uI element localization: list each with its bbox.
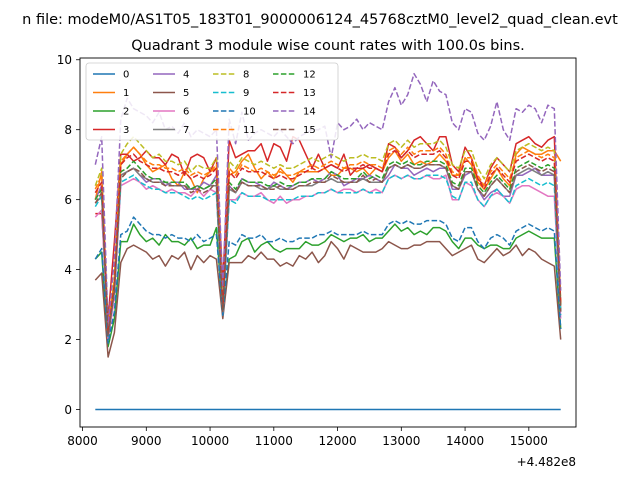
figure-suptitle: n file: modeM0/AS1T05_183T01_9000006124_… (22, 12, 618, 28)
legend-label-13: 13 (303, 88, 316, 99)
legend-label-4: 4 (183, 70, 189, 81)
series-line-13 (94, 149, 562, 334)
y-tick-label: 4 (64, 263, 72, 277)
x-tick-label: 15000 (510, 434, 548, 448)
x-tick-label: 9000 (131, 434, 162, 448)
series-line-8 (94, 135, 562, 330)
x-tick-label: 10000 (191, 434, 229, 448)
legend-label-7: 7 (183, 125, 189, 136)
legend-frame (85, 62, 339, 141)
x-tick-label: 8000 (67, 434, 98, 448)
series-line-11 (94, 146, 562, 330)
legend-label-14: 14 (303, 107, 316, 118)
legend-label-1: 1 (123, 88, 129, 99)
y-tick-label: 0 (64, 403, 72, 417)
legend-label-2: 2 (123, 107, 129, 118)
series-line-9 (94, 174, 562, 337)
y-tick-label: 6 (64, 193, 72, 207)
x-tick-label: 12000 (318, 434, 356, 448)
chart-title: Quadrant 3 module wise count rates with … (131, 38, 525, 54)
series-line-1 (94, 146, 562, 334)
series-line-12 (94, 160, 562, 334)
x-tick-label: 11000 (255, 434, 293, 448)
legend-label-15: 15 (303, 125, 316, 136)
legend-label-10: 10 (243, 107, 256, 118)
series-line-10 (94, 216, 562, 344)
legend-label-9: 9 (243, 88, 249, 99)
y-tick-label: 8 (64, 123, 72, 137)
series-layer (94, 72, 562, 411)
legend-label-6: 6 (183, 107, 189, 118)
x-axis: 8000 9000 10000 11000 12000 13000 14000 15000 (67, 427, 548, 448)
x-offset-label: +4.482e8 (517, 455, 576, 469)
series-line-15 (94, 163, 562, 337)
legend-label-5: 5 (183, 88, 189, 99)
legend-label-12: 12 (303, 70, 316, 81)
legend-label-8: 8 (243, 70, 249, 81)
x-tick-label: 13000 (382, 434, 420, 448)
series-line-5 (94, 240, 562, 358)
axes-frame (79, 57, 577, 428)
x-tick-label: 14000 (446, 434, 484, 448)
legend-label-11: 11 (243, 125, 256, 136)
y-tick-label: 2 (64, 333, 72, 347)
y-axis: 0 2 4 6 8 10 (57, 53, 80, 417)
legend-label-3: 3 (123, 125, 129, 136)
legend-label-0: 0 (123, 70, 129, 81)
y-tick-label: 10 (57, 53, 72, 67)
